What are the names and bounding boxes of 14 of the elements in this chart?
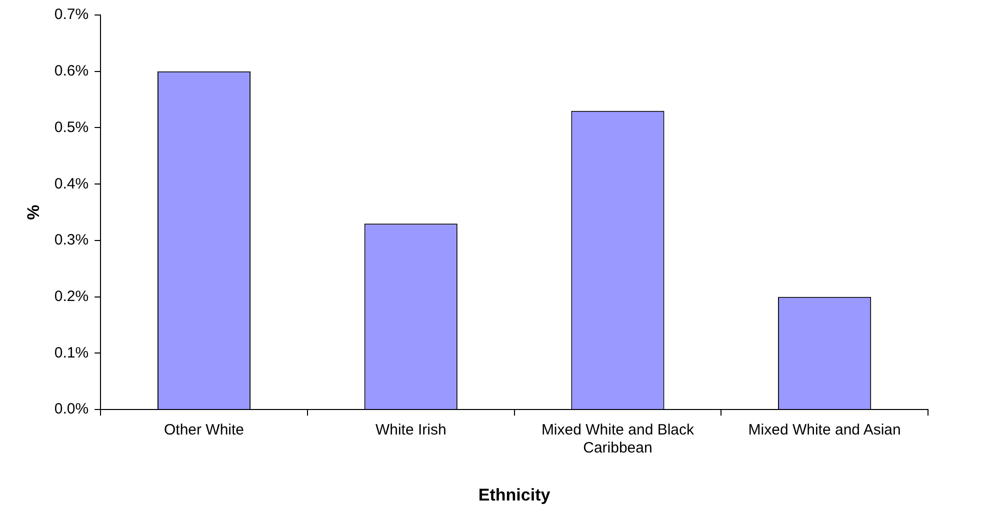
x-tick-label: Other White (164, 422, 244, 439)
x-axis-title: Ethnicity (478, 485, 551, 504)
y-tick-label: 0.0% (54, 400, 89, 418)
y-tick-label: 0.7% (54, 6, 89, 24)
y-tick-label: 0.2% (54, 288, 89, 305)
x-tick-label: Mixed White and Asian (748, 422, 901, 439)
x-tick-label: White Irish (375, 422, 446, 439)
y-tick-label: 0.1% (54, 344, 89, 362)
y-tick-label: 0.5% (54, 118, 89, 136)
y-axis-title: % (24, 204, 43, 220)
y-tick-label: 0.6% (54, 62, 89, 80)
y-tick-label: 0.3% (54, 232, 89, 249)
x-tick-label: Mixed White and Black Caribbean (541, 422, 694, 457)
y-tick-label: 0.4% (54, 175, 89, 192)
